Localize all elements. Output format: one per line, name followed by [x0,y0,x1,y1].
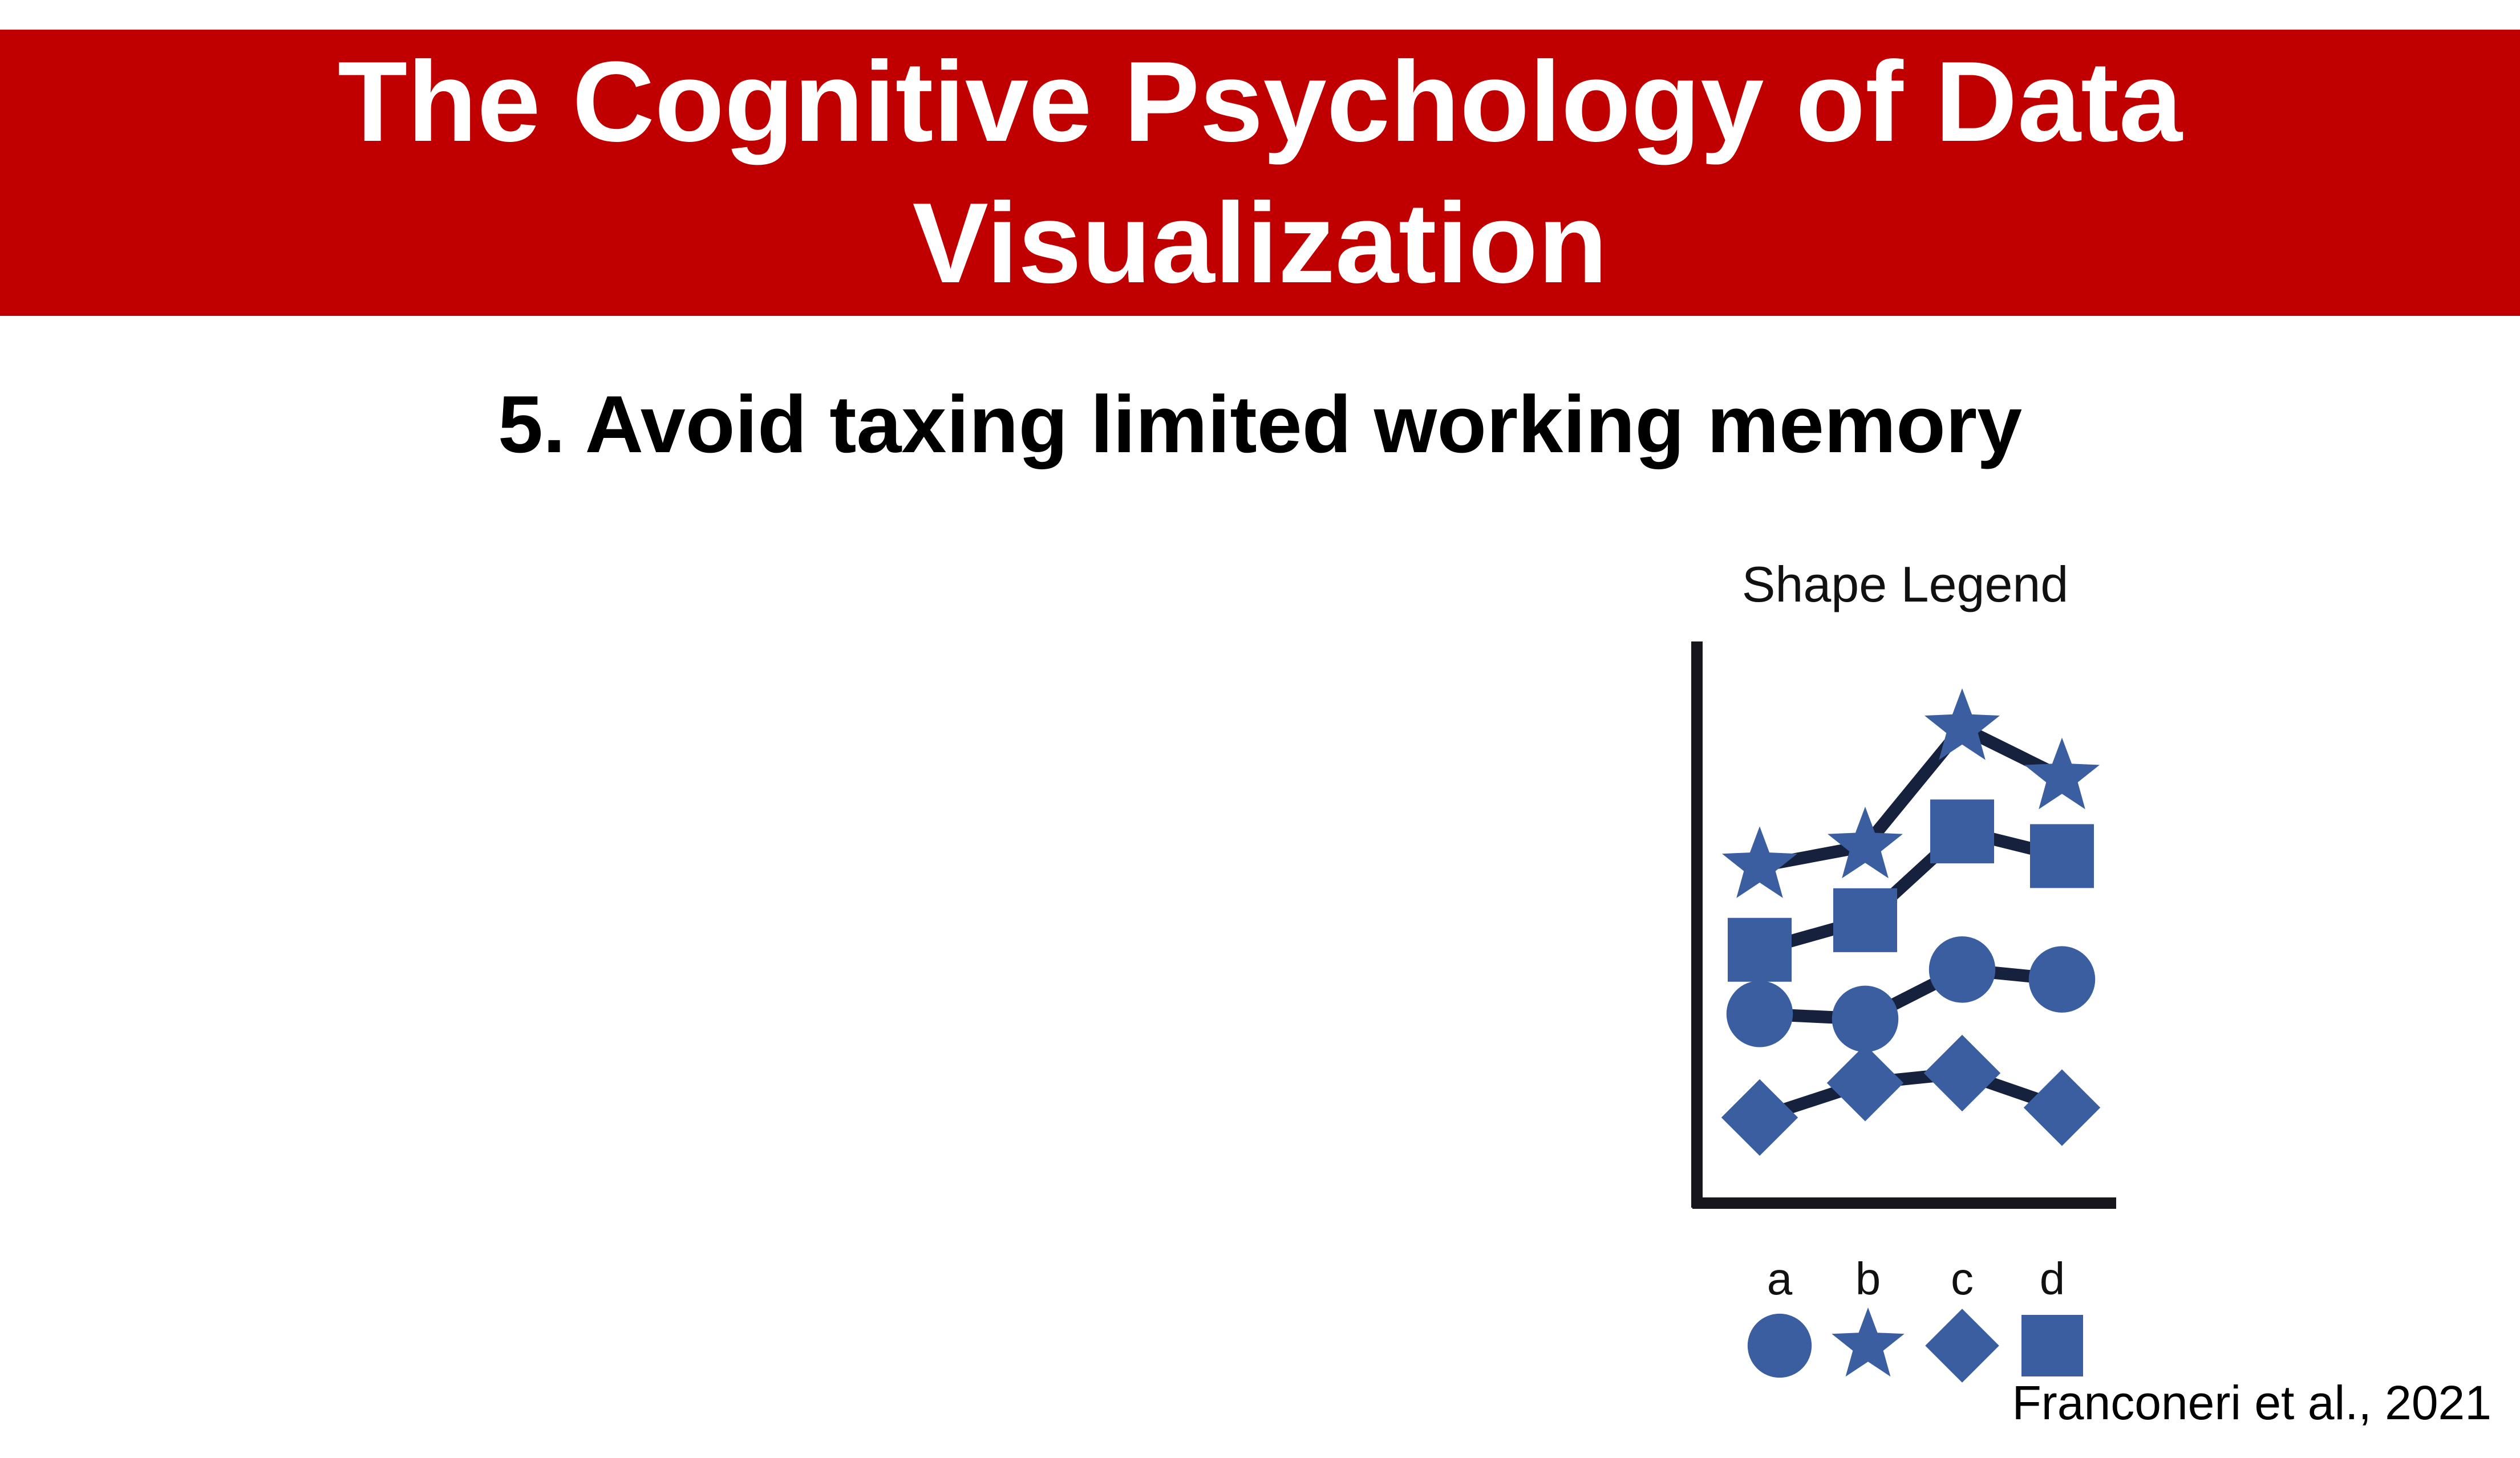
legend-label-c: c [1951,1253,1974,1304]
series-line-circle [1753,963,2068,1025]
legend-label-d: d [2040,1253,2065,1304]
data-point-square-2 [1833,888,1897,952]
data-point-diamond-3 [1923,1034,2001,1112]
data-point-star-3 [1925,688,2000,760]
data-point-diamond-2 [1826,1045,1904,1122]
data-point-square-3 [1930,799,1994,864]
chart-canvas: Shape Legend a b c d [1691,556,2116,1383]
data-point-star-1 [1722,826,1797,898]
citation: Franconeri et al., 2021 [2012,1376,2492,1429]
series-line-square [1753,825,2068,956]
series-line-star [1753,721,2068,872]
data-point-circle-2 [1832,985,1899,1053]
legend-marker-diamond [1925,1309,1999,1383]
legend-marker-square [2021,1315,2083,1376]
data-point-diamond-4 [2023,1069,2101,1146]
data-point-circle-3 [1929,936,1996,1003]
title-banner: The Cognitive Psychology of Data Visuali… [0,30,2520,316]
shape-legend-chart: Shape Legend a b c d [1654,547,2167,1391]
data-point-circle-4 [2028,946,2096,1013]
data-point-square-1 [1728,917,1792,982]
data-point-star-4 [2024,737,2100,810]
legend-label-b: b [1855,1253,1881,1304]
legend-marker-circle [1747,1313,1812,1378]
data-point-square-4 [2030,824,2094,888]
data-point-star-2 [1828,806,1903,879]
slide-title-line-2: Visualization [912,180,1608,307]
slide-heading: 5. Avoid taxing limited working memory [497,379,2023,470]
slide-title-line-1: The Cognitive Psychology of Data [338,38,2182,165]
series-line-diamond [1753,1067,2068,1124]
data-point-diamond-1 [1721,1079,1798,1156]
legend-label-a: a [1767,1253,1793,1304]
legend-marker-star [1832,1307,1905,1377]
data-point-circle-1 [1726,980,1793,1047]
chart-title: Shape Legend [1742,556,2069,612]
